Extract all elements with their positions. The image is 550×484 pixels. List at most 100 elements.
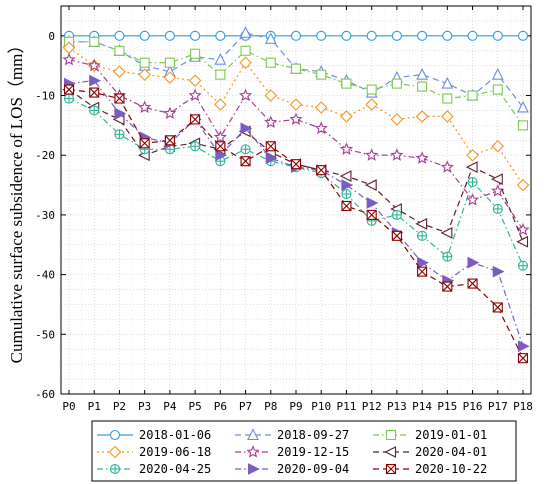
data-point — [391, 209, 402, 220]
data-point — [339, 142, 354, 155]
y-tick-label: -60 — [35, 388, 55, 401]
x-tick-label: P8 — [264, 400, 277, 413]
data-point — [190, 30, 201, 41]
data-point — [516, 178, 530, 192]
data-point — [89, 74, 101, 87]
data-point — [467, 30, 478, 41]
data-point — [516, 235, 529, 248]
data-point — [391, 30, 402, 41]
data-point — [289, 98, 303, 111]
y-tick-label: -40 — [35, 269, 55, 282]
data-point — [440, 226, 453, 239]
data-point — [391, 78, 402, 89]
data-point — [138, 68, 151, 81]
data-point — [163, 106, 177, 120]
legend-marker — [384, 446, 397, 458]
data-point — [62, 52, 76, 66]
series-2019-12-15 — [62, 52, 530, 236]
data-point — [239, 26, 252, 38]
data-point — [215, 30, 226, 41]
data-point — [517, 30, 529, 41]
data-point — [188, 88, 202, 102]
series-2020-10-22 — [63, 84, 529, 364]
data-point — [492, 302, 503, 313]
data-point — [240, 45, 251, 56]
data-point — [164, 135, 175, 146]
x-tick-label: P17 — [488, 400, 508, 413]
data-point — [366, 84, 377, 95]
legend-label: 2020-04-25 — [139, 462, 211, 476]
legend-label: 2020-09-04 — [277, 462, 349, 476]
data-point — [516, 222, 530, 236]
data-point — [290, 159, 302, 170]
data-point — [441, 110, 454, 123]
legend-item: 2018-01-06 — [97, 428, 211, 442]
x-tick-label: P7 — [239, 400, 252, 413]
data-point — [238, 88, 253, 102]
data-point — [390, 148, 404, 161]
legend-item: 2020-09-04 — [235, 462, 349, 476]
legend-marker — [108, 445, 122, 459]
data-point — [164, 30, 175, 41]
data-point — [366, 30, 377, 41]
data-point — [417, 230, 428, 241]
data-point — [264, 115, 278, 129]
x-tick-label: P12 — [362, 400, 382, 413]
legend-label: 2020-10-22 — [415, 462, 487, 476]
y-tick-label: -50 — [35, 328, 55, 341]
data-point — [114, 129, 125, 140]
data-point — [215, 149, 228, 162]
data-point — [265, 57, 276, 68]
data-point — [491, 173, 503, 185]
legend-box — [91, 420, 517, 482]
legend-label: 2019-01-01 — [415, 428, 487, 442]
x-tick-label: P13 — [387, 400, 407, 413]
x-tick-label: P15 — [437, 400, 457, 413]
x-tick-label: P0 — [62, 400, 75, 413]
data-point — [215, 69, 226, 80]
data-point — [417, 30, 428, 41]
data-point — [341, 78, 352, 89]
data-point — [164, 57, 175, 68]
data-point — [114, 93, 125, 104]
data-point — [114, 45, 125, 56]
data-point — [341, 200, 352, 212]
data-point — [467, 256, 480, 269]
data-point — [214, 52, 227, 65]
x-tick-label: P11 — [337, 400, 357, 413]
data-point — [517, 260, 529, 271]
data-point — [314, 101, 328, 114]
data-point — [314, 121, 328, 134]
data-point — [391, 230, 402, 241]
data-point — [316, 69, 327, 80]
data-point — [139, 138, 150, 149]
x-tick-label: P5 — [188, 400, 201, 413]
legend-marker — [247, 428, 259, 441]
data-point — [467, 278, 478, 289]
x-tick-label: P2 — [113, 400, 126, 413]
data-point — [492, 84, 503, 95]
data-point — [290, 63, 302, 74]
data-point — [366, 197, 379, 209]
data-point — [417, 256, 429, 269]
data-point — [492, 203, 503, 215]
data-point — [139, 57, 150, 68]
data-point — [239, 56, 252, 69]
data-point — [190, 114, 201, 125]
data-point — [214, 98, 227, 111]
data-point — [415, 217, 428, 230]
y-tick-label: -10 — [35, 90, 55, 103]
data-point — [290, 30, 302, 41]
data-point — [365, 148, 379, 161]
legend-label: 2018-09-27 — [277, 428, 349, 442]
data-point — [289, 112, 303, 126]
data-point — [491, 139, 505, 153]
legend-marker — [385, 429, 397, 441]
data-point — [215, 141, 226, 152]
data-point — [440, 160, 454, 173]
data-point — [417, 81, 428, 92]
data-point — [416, 67, 429, 80]
legend-label: 2020-04-01 — [415, 445, 487, 459]
x-tick-label: P6 — [214, 400, 227, 413]
